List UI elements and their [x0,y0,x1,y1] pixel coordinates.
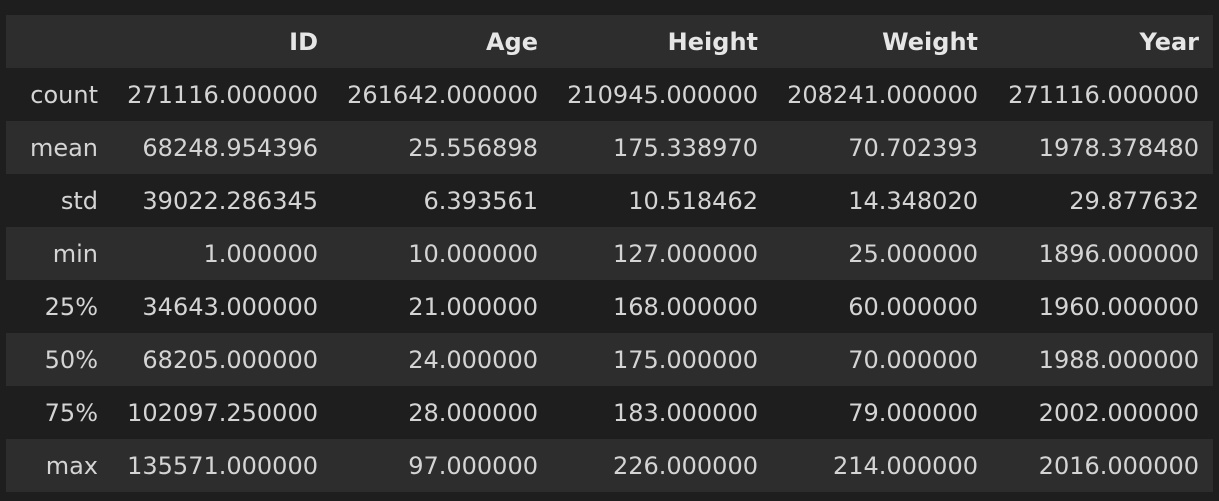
table-row: max 135571.000000 97.000000 226.000000 2… [6,439,1213,492]
table-cell: 168.000000 [612,292,758,321]
table-cell: 6.393561 [423,186,538,215]
table-cell: 68248.954396 [142,133,318,162]
table-cell: 70.000000 [848,345,978,374]
column-header-age: Age [485,27,538,56]
table-row: mean 68248.954396 25.556898 175.338970 7… [6,121,1213,174]
table-cell: 10.000000 [408,239,538,268]
table-cell: 226.000000 [612,451,758,480]
row-label: mean [29,133,98,162]
table-cell: 127.000000 [612,239,758,268]
table-row: std 39022.286345 6.393561 10.518462 14.3… [6,174,1213,227]
table-cell: 97.000000 [408,451,538,480]
table-cell: 1960.000000 [1038,292,1199,321]
table-cell: 271116.000000 [127,80,318,109]
table-row: 25% 34643.000000 21.000000 168.000000 60… [6,280,1213,333]
table-cell: 2016.000000 [1038,451,1199,480]
row-label: 25% [44,292,98,321]
table-cell: 25.556898 [408,133,538,162]
table-cell: 261642.000000 [347,80,538,109]
table-cell: 208241.000000 [787,80,978,109]
column-header-height: Height [667,27,758,56]
table-row: count 271116.000000 261642.000000 210945… [6,68,1213,121]
index-header [6,15,112,68]
table-cell: 21.000000 [408,292,538,321]
row-label: 75% [44,398,98,427]
table-cell: 79.000000 [848,398,978,427]
table-cell: 28.000000 [408,398,538,427]
table-cell: 102097.250000 [127,398,318,427]
column-header-year: Year [1139,27,1199,56]
table-cell: 271116.000000 [1008,80,1199,109]
table-cell: 24.000000 [408,345,538,374]
table-cell: 70.702393 [848,133,978,162]
table-cell: 1988.000000 [1038,345,1199,374]
table-cell: 214.000000 [832,451,978,480]
table-cell: 210945.000000 [567,80,758,109]
table-cell: 39022.286345 [142,186,318,215]
column-header-weight: Weight [882,27,978,56]
table-cell: 1.000000 [203,239,318,268]
table-cell: 175.338970 [612,133,758,162]
table-cell: 29.877632 [1069,186,1199,215]
table-cell: 1896.000000 [1038,239,1199,268]
describe-table: ID Age Height Weight Year count 271116.0… [6,15,1213,492]
table-cell: 2002.000000 [1038,398,1199,427]
table-cell: 25.000000 [848,239,978,268]
table-cell: 14.348020 [848,186,978,215]
header-row: ID Age Height Weight Year [6,15,1213,68]
column-header-id: ID [289,27,318,56]
table-cell: 10.518462 [628,186,758,215]
table-cell: 60.000000 [848,292,978,321]
table-row: 75% 102097.250000 28.000000 183.000000 7… [6,386,1213,439]
table-cell: 34643.000000 [142,292,318,321]
table-cell: 175.000000 [612,345,758,374]
row-label: std [60,186,98,215]
table-row: min 1.000000 10.000000 127.000000 25.000… [6,227,1213,280]
table-cell: 68205.000000 [142,345,318,374]
table-cell: 183.000000 [612,398,758,427]
row-label: count [30,80,98,109]
row-label: 50% [44,345,98,374]
row-label: min [52,239,98,268]
table-cell: 135571.000000 [127,451,318,480]
row-label: max [45,451,98,480]
table-cell: 1978.378480 [1038,133,1199,162]
table-row: 50% 68205.000000 24.000000 175.000000 70… [6,333,1213,386]
